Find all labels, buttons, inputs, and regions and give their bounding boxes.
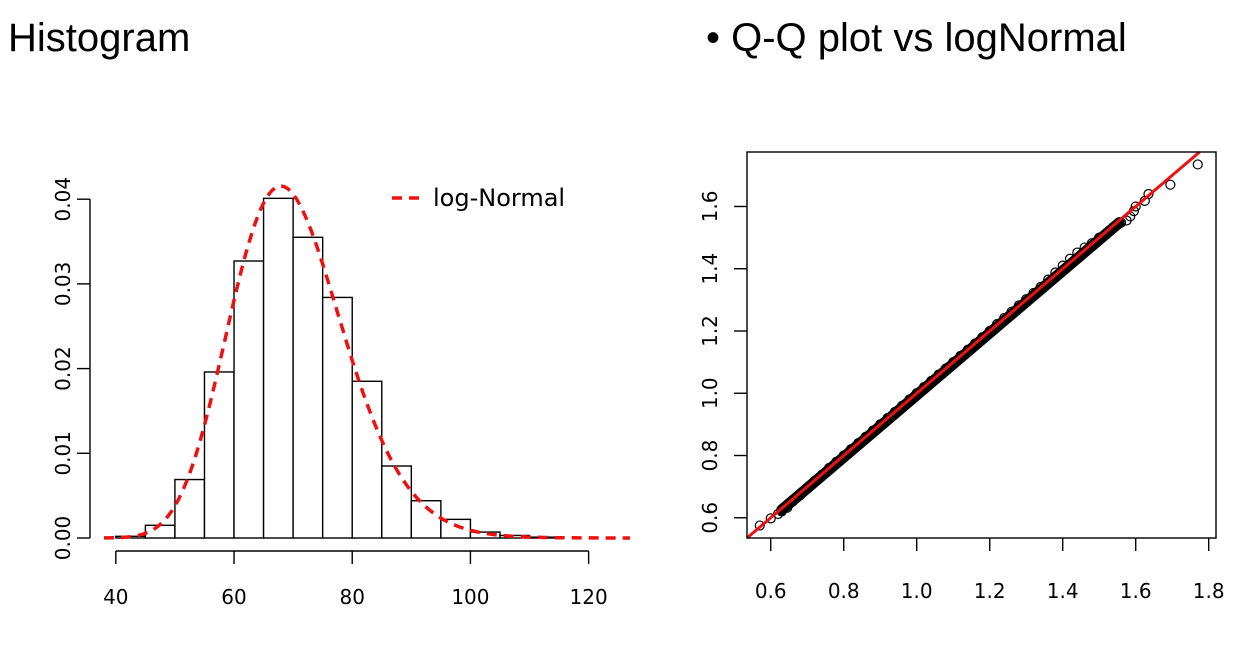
log-normal-curve	[104, 184, 630, 540]
histogram-bar	[203, 371, 235, 539]
x-tick-label: 40	[103, 585, 128, 609]
y-tick-label: 0.8	[698, 440, 722, 472]
y-tick-label: 1.4	[698, 253, 722, 285]
histogram-heading: Histogram	[8, 16, 191, 60]
x-tick-label: 0.8	[828, 579, 860, 603]
y-tick-label: 0.00	[51, 516, 75, 561]
histogram-bar	[262, 197, 294, 539]
plot-frame	[746, 151, 1217, 539]
qq-plot-chart: 0.6 0.8 1.0 1.2 1.4 1.6 1.8 0.6 0.8 1.0 1.2 1.4 1.6	[698, 150, 1225, 603]
y-tick-label: 0.01	[51, 431, 75, 476]
y-tick-label: 1.6	[698, 191, 722, 223]
x-tick-label: 1.4	[1047, 579, 1079, 603]
histogram-bar	[440, 518, 472, 539]
x-tick-label: 1.2	[974, 579, 1006, 603]
qq-plot-heading: • Q-Q plot vs logNormal	[706, 16, 1127, 60]
histogram-bar	[321, 296, 353, 539]
x-tick-label: 80	[339, 585, 364, 609]
x-tick-label: 1.6	[1120, 579, 1152, 603]
qq-reference-line	[746, 150, 1201, 540]
x-tick-label: 100	[451, 585, 489, 609]
x-tick-label: 0.6	[755, 579, 787, 603]
x-tick-label: 120	[570, 585, 608, 609]
x-tick-label: 60	[221, 585, 246, 609]
y-tick-label: 1.0	[698, 377, 722, 409]
histogram-bar	[381, 465, 413, 539]
qq-point	[754, 520, 765, 531]
y-tick-label: 1.2	[698, 315, 722, 347]
histogram-bar	[292, 236, 324, 539]
qq-point	[1165, 179, 1176, 190]
histogram-bar	[144, 524, 176, 539]
x-tick-label: 1.8	[1193, 579, 1225, 603]
y-tick-label: 0.6	[698, 502, 722, 534]
y-tick-label: 0.04	[51, 177, 75, 222]
qq-point	[1192, 159, 1203, 170]
y-tick-label: 0.03	[51, 262, 75, 307]
histogram-bar	[174, 478, 206, 539]
qq-point	[1130, 201, 1141, 212]
x-tick-label: 1.0	[901, 579, 933, 603]
qq-point	[765, 513, 776, 524]
legend-label: log-Normal	[433, 184, 565, 212]
y-tick-label: 0.02	[51, 346, 75, 391]
histogram-chart: 40 60 80 100 120 0.00 0.01 0.02 0.03 0.04 log-Norm…	[51, 177, 630, 609]
histogram-bar	[233, 260, 265, 539]
qq-point	[1143, 188, 1154, 200]
